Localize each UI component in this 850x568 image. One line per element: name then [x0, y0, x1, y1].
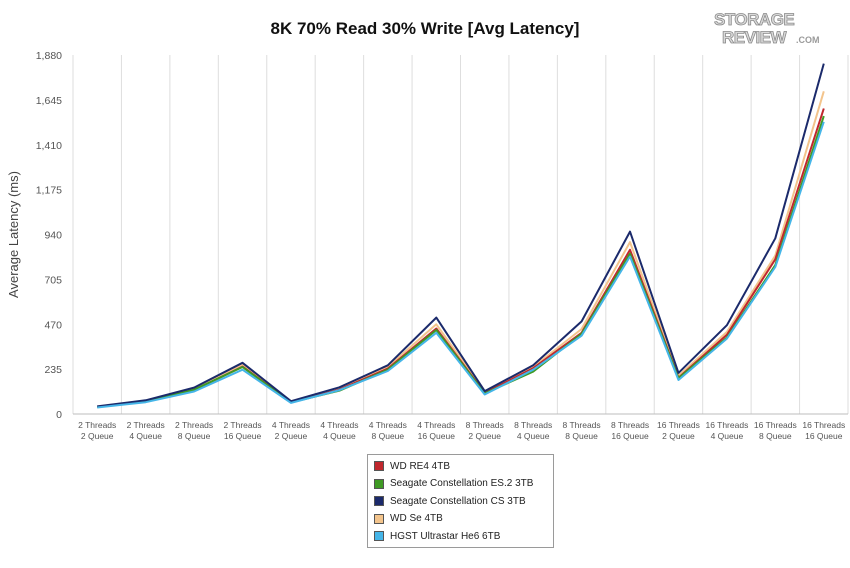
x-tick-label: 4 Queue	[323, 431, 356, 441]
y-tick-label: 1,410	[36, 140, 62, 152]
x-tick-label: 16 Queue	[418, 431, 456, 441]
x-tick-label: 2 Queue	[662, 431, 695, 441]
legend-label: WD RE4 4TB	[390, 460, 451, 472]
x-tick-label: 2 Queue	[468, 431, 501, 441]
x-tick-label: 16 Threads	[802, 420, 845, 430]
x-tick-label: 16 Queue	[224, 431, 262, 441]
series-line	[97, 63, 825, 408]
legend-swatch	[374, 478, 384, 489]
svg-text:REVIEW: REVIEW	[722, 28, 788, 47]
series-line	[97, 115, 825, 408]
y-tick-label: 705	[44, 274, 62, 286]
x-tick-label: 8 Queue	[372, 431, 405, 441]
legend-item: Seagate Constellation ES.2 3TB	[374, 476, 533, 492]
x-tick-label: 16 Threads	[705, 420, 748, 430]
legend-item: WD Se 4TB	[374, 511, 443, 527]
storage-review-logo: STORAGE REVIEW .COM	[714, 10, 820, 48]
x-tick-label: 8 Threads	[466, 420, 504, 430]
x-tick-label: 16 Queue	[611, 431, 649, 441]
x-tick-label: 4 Threads	[417, 420, 455, 430]
y-tick-label: 1,175	[36, 185, 62, 197]
y-tick-label: 1,880	[36, 50, 62, 62]
legend-item: HGST Ultrastar He6 6TB	[374, 528, 500, 544]
x-tick-label: 2 Threads	[78, 420, 116, 430]
x-tick-label: 2 Threads	[175, 420, 213, 430]
x-tick-label: 4 Queue	[517, 431, 550, 441]
x-tick-label: 4 Threads	[320, 420, 358, 430]
x-tick-label: 8 Queue	[759, 431, 792, 441]
y-axis-label: Average Latency (ms)	[6, 171, 21, 298]
x-tick-label: 4 Threads	[369, 420, 407, 430]
svg-text:STORAGE: STORAGE	[714, 10, 794, 29]
chart-title: 8K 70% Read 30% Write [Avg Latency]	[270, 19, 580, 38]
legend-swatch	[374, 531, 384, 541]
x-tick-label: 8 Queue	[565, 431, 598, 441]
series-line	[97, 121, 825, 409]
legend-label: HGST Ultrastar He6 6TB	[390, 530, 501, 542]
svg-text:.COM: .COM	[796, 35, 820, 45]
legend-label: Seagate Constellation CS 3TB	[390, 495, 526, 507]
legend-label: Seagate Constellation ES.2 3TB	[390, 478, 534, 489]
series-line	[97, 91, 825, 408]
legend-swatch	[374, 513, 384, 524]
x-tick-label: 16 Threads	[657, 420, 700, 430]
legend-item: WD RE4 4TB	[374, 458, 450, 474]
x-tick-label: 4 Queue	[129, 431, 162, 441]
x-tick-label: 2 Queue	[81, 431, 114, 441]
y-tick-label: 470	[44, 319, 62, 331]
x-tick-label: 8 Threads	[563, 420, 601, 430]
x-tick-label: 4 Threads	[272, 420, 310, 430]
x-tick-label: 2 Threads	[127, 420, 165, 430]
x-tick-label: 2 Threads	[223, 420, 261, 430]
y-tick-label: 235	[44, 364, 62, 376]
x-tick-label: 2 Queue	[275, 431, 308, 441]
y-tick-label: 0	[56, 409, 62, 421]
legend-item: Seagate Constellation CS 3TB	[374, 493, 526, 509]
x-tick-label: 8 Threads	[514, 420, 552, 430]
y-tick-label: 940	[44, 230, 62, 242]
chart-legend: WD RE4 4TB Seagate Constellation ES.2 3TB…	[367, 454, 554, 548]
legend-swatch	[374, 461, 384, 471]
x-tick-label: 16 Queue	[805, 431, 843, 441]
x-tick-label: 8 Queue	[178, 431, 211, 441]
legend-swatch	[374, 496, 384, 506]
x-tick-label: 16 Threads	[754, 420, 797, 430]
x-tick-label: 4 Queue	[711, 431, 744, 441]
y-tick-label: 1,645	[36, 95, 62, 107]
x-tick-label: 8 Threads	[611, 420, 649, 430]
legend-label: WD Se 4TB	[390, 513, 443, 524]
